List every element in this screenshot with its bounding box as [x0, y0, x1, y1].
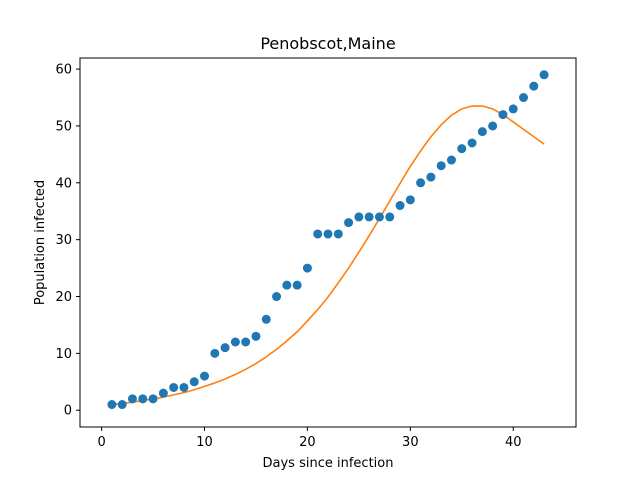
data-point — [529, 81, 539, 91]
data-point — [292, 280, 302, 290]
x-tick-label: 20 — [299, 435, 316, 450]
data-point — [323, 229, 333, 239]
data-point — [272, 292, 282, 302]
x-axis-ticks: 0 10 20 30 40 — [97, 427, 522, 450]
plot-frame — [79, 57, 577, 428]
data-point — [426, 172, 436, 182]
data-point — [467, 138, 477, 148]
data-point — [138, 394, 148, 404]
data-point — [261, 314, 271, 324]
data-point — [200, 371, 210, 381]
data-point — [344, 218, 354, 228]
data-point — [498, 110, 508, 120]
y-axis-ticks: 0 10 20 30 40 50 60 — [55, 63, 80, 419]
plot-background — [80, 58, 576, 427]
x-tick-label: 40 — [505, 435, 522, 450]
data-point — [117, 400, 127, 410]
x-axis-title: Days since infection — [263, 456, 394, 471]
data-point — [364, 212, 374, 222]
y-tick-label: 30 — [55, 233, 72, 248]
y-tick-label: 0 — [64, 404, 72, 419]
data-point — [354, 212, 364, 222]
data-point — [519, 93, 529, 103]
y-tick-label: 40 — [55, 176, 72, 191]
data-point — [457, 144, 467, 154]
data-point — [210, 348, 220, 358]
data-point — [539, 70, 549, 80]
data-point — [436, 161, 446, 171]
x-tick-label: 10 — [196, 435, 213, 450]
y-tick-label: 60 — [55, 63, 72, 78]
data-point — [477, 127, 487, 137]
x-tick-label: 30 — [402, 435, 419, 450]
data-point — [169, 382, 179, 392]
y-tick-label: 20 — [55, 290, 72, 305]
data-point — [302, 263, 312, 273]
data-point — [405, 195, 415, 205]
data-point — [251, 331, 261, 341]
data-point — [220, 343, 230, 353]
data-point — [230, 337, 240, 347]
fit-line — [111, 105, 545, 406]
data-point — [508, 104, 518, 114]
data-point — [446, 155, 456, 165]
data-point — [416, 178, 426, 188]
x-tick-label: 0 — [97, 435, 105, 450]
data-point — [158, 388, 168, 398]
chart-title: Penobscot,Maine — [260, 34, 395, 53]
data-point — [333, 229, 343, 239]
data-point — [282, 280, 292, 290]
data-point — [395, 201, 405, 211]
data-point — [107, 400, 117, 410]
data-point — [148, 394, 158, 404]
data-point — [385, 212, 395, 222]
data-point — [313, 229, 323, 239]
data-point — [374, 212, 384, 222]
data-point — [179, 382, 189, 392]
data-point — [488, 121, 498, 131]
data-point — [189, 377, 199, 387]
data-point — [241, 337, 251, 347]
y-tick-label: 50 — [55, 119, 72, 134]
y-tick-label: 10 — [55, 347, 72, 362]
y-axis-title: Population infected — [33, 180, 48, 305]
data-point — [127, 394, 137, 404]
series-layer — [107, 70, 549, 410]
